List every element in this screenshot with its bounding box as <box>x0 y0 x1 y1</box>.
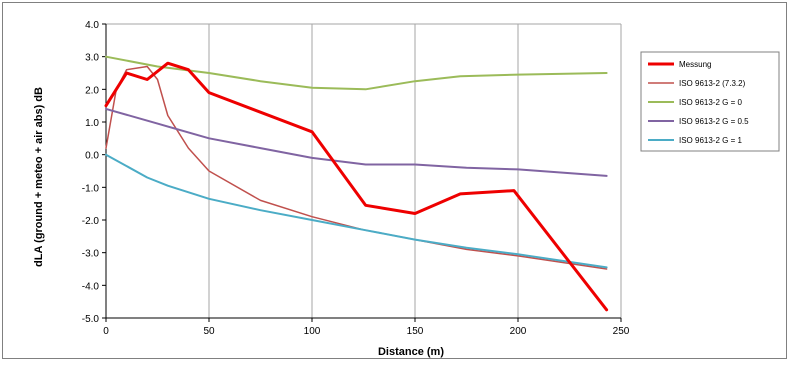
legend: Messung ISO 9613-2 (7.3.2) ISO 9613-2 G = … <box>640 51 780 152</box>
chart-frame: 4.0 3.0 2.0 1.0 0.0 -1.0 -2.0 -3.0 -4.0 -5.0 0 50 10… <box>2 2 787 359</box>
y-tick-label: 2.0 <box>85 85 99 96</box>
y-tick-label: -1.0 <box>82 183 100 194</box>
y-axis-label: dLA (ground + meteo + air abs) dB <box>33 87 45 267</box>
series-line-1 <box>105 65 608 270</box>
y-tick-label: 3.0 <box>85 53 99 64</box>
y-tick-label: 1.0 <box>85 118 99 129</box>
series-line-0 <box>104 61 609 312</box>
series-line-2 <box>105 55 608 91</box>
y-tick-label: -3.0 <box>82 249 100 260</box>
grid-lines <box>106 23 622 318</box>
legend-label-2: ISO 9613-2 G = 0 <box>679 98 742 107</box>
x-tick-label: 150 <box>407 326 424 337</box>
x-tick-label: 50 <box>203 326 215 337</box>
tick-labels: 4.0 3.0 2.0 1.0 0.0 -1.0 -2.0 -3.0 -4.0 -5.00 50 10… <box>82 20 630 337</box>
x-tick-label: 100 <box>304 326 321 337</box>
x-tick-label: 0 <box>103 326 109 337</box>
data-series <box>104 55 609 312</box>
y-tick-label: -2.0 <box>82 216 100 227</box>
legend-label-4: ISO 9613-2 G = 1 <box>679 136 742 145</box>
legend-label-1: ISO 9613-2 (7.3.2) <box>679 79 746 88</box>
y-tick-label: 0.0 <box>85 151 99 162</box>
series-line-4 <box>105 153 608 269</box>
y-tick-label: 4.0 <box>85 20 99 31</box>
line-chart: 4.0 3.0 2.0 1.0 0.0 -1.0 -2.0 -3.0 -4.0 -5.00 50 10… <box>33 20 780 358</box>
x-axis-label: Distance (m) <box>378 346 444 358</box>
legend-label-0: Messung <box>679 60 711 69</box>
x-tick-label: 200 <box>510 326 527 337</box>
legend-label-3: ISO 9613-2 G = 0.5 <box>679 117 749 126</box>
series-line-3 <box>105 107 608 177</box>
y-tick-label: -5.0 <box>82 314 100 325</box>
axes <box>102 23 622 322</box>
x-tick-label: 250 <box>613 326 630 337</box>
y-tick-label: -4.0 <box>82 281 100 292</box>
